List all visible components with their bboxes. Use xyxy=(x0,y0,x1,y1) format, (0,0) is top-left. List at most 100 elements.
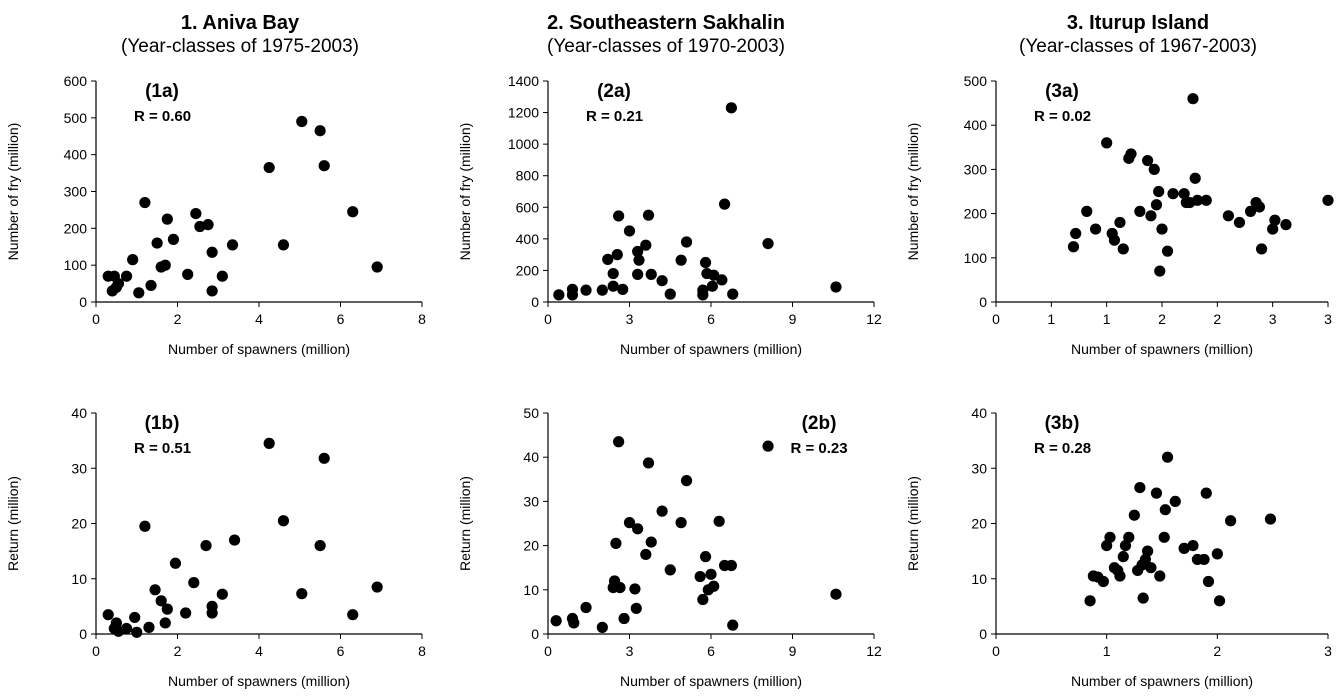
x-tick-label: 2 xyxy=(174,643,182,659)
x-tick-label: 0 xyxy=(544,311,552,327)
data-point xyxy=(656,275,668,287)
x-tick-label: 8 xyxy=(418,643,426,659)
y-tick-label: 40 xyxy=(971,405,987,421)
chart-panel-6: 0 10 20 30 40 0 1 2 3 Number of spawners (million… xyxy=(905,405,1332,689)
panel-label: (1b) xyxy=(145,413,180,434)
data-point xyxy=(139,196,151,209)
data-point xyxy=(642,209,655,221)
x-tick-label: 0 xyxy=(92,311,100,327)
data-point xyxy=(632,268,644,280)
data-point xyxy=(200,540,212,552)
data-point xyxy=(206,600,218,612)
data-point xyxy=(629,583,641,595)
data-point xyxy=(371,581,383,593)
y-tick-label: 40 xyxy=(523,449,539,465)
data-point xyxy=(664,564,676,576)
data-point xyxy=(607,280,619,292)
y-axis-label: Return (million) xyxy=(5,476,21,571)
x-tick-label: 2 xyxy=(1158,311,1166,327)
correlation-label: R = 0.02 xyxy=(1034,108,1091,125)
y-tick-label: 300 xyxy=(64,184,88,200)
data-point xyxy=(613,436,625,448)
data-point xyxy=(1187,93,1199,105)
data-point xyxy=(202,219,214,231)
x-tick-label: 1 xyxy=(1103,643,1111,659)
data-point xyxy=(716,274,728,286)
data-point xyxy=(568,617,580,629)
data-point xyxy=(129,611,141,624)
data-point xyxy=(675,517,687,529)
data-point xyxy=(727,288,739,300)
data-point xyxy=(1256,243,1268,255)
data-point xyxy=(296,588,308,600)
y-tick-label: 0 xyxy=(531,626,539,642)
x-axis-label: Number of spawners (million) xyxy=(1071,341,1253,357)
data-point xyxy=(143,621,155,633)
data-point xyxy=(1264,513,1277,525)
data-point xyxy=(618,612,630,625)
data-point xyxy=(632,523,644,535)
data-point xyxy=(1222,210,1234,222)
data-point xyxy=(1123,531,1135,543)
data-point xyxy=(161,603,173,615)
column-title-1: 1. Aniva Bay (Year-classes of 1975-2003) xyxy=(50,11,430,59)
data-point xyxy=(1169,495,1181,507)
correlation-label: R = 0.60 xyxy=(134,108,191,125)
x-tick-label: 12 xyxy=(866,643,882,659)
x-tick-label: 9 xyxy=(789,643,797,659)
data-point xyxy=(139,520,151,532)
x-axis-label: Number of spawners (million) xyxy=(620,673,802,689)
data-point xyxy=(151,237,163,249)
data-point xyxy=(1153,185,1165,198)
data-point xyxy=(1156,223,1168,235)
data-point xyxy=(216,270,228,282)
data-point xyxy=(1178,188,1190,200)
chart-title: 1. Aniva Bay xyxy=(180,12,300,34)
data-point xyxy=(623,517,636,529)
y-tick-label: 20 xyxy=(971,516,987,532)
y-axis-label: Number of fry (million) xyxy=(457,123,473,261)
data-point xyxy=(155,595,167,607)
data-point xyxy=(1067,241,1080,253)
data-point xyxy=(263,161,275,174)
data-point xyxy=(1198,553,1210,566)
correlation-label: R = 0.21 xyxy=(586,108,643,125)
panel-label: (3a) xyxy=(1045,81,1079,102)
y-tick-label: 0 xyxy=(79,626,87,642)
x-tick-label: 0 xyxy=(992,643,1000,659)
data-point xyxy=(1070,227,1082,240)
chart-panel-5: 0 10 20 30 40 50 0 3 6 9 12 Number of spawners (mil… xyxy=(457,405,882,689)
data-point xyxy=(1108,234,1121,246)
data-point xyxy=(699,551,712,563)
data-point xyxy=(206,285,218,297)
data-point xyxy=(159,259,171,271)
data-point xyxy=(1161,245,1174,257)
x-tick-label: 2 xyxy=(1213,311,1221,327)
data-point xyxy=(630,602,642,614)
data-point xyxy=(127,254,139,266)
data-point xyxy=(182,268,194,280)
y-tick-label: 600 xyxy=(516,199,540,215)
y-tick-label: 0 xyxy=(979,626,987,642)
data-point xyxy=(1148,163,1160,175)
data-point xyxy=(1137,592,1149,604)
y-tick-label: 30 xyxy=(71,460,87,476)
x-tick-label: 3 xyxy=(626,311,634,327)
data-point xyxy=(1158,531,1170,543)
data-point xyxy=(1191,194,1204,206)
y-axis-label: Number of fry (million) xyxy=(5,123,21,261)
y-axis-label: Return (million) xyxy=(457,476,473,571)
data-point xyxy=(149,584,161,596)
data-point xyxy=(697,284,709,296)
x-tick-label: 8 xyxy=(418,311,426,327)
data-point xyxy=(347,206,359,218)
x-tick-label: 6 xyxy=(337,643,345,659)
x-axis-label: Number of spawners (million) xyxy=(620,341,802,357)
data-point xyxy=(613,210,625,222)
data-point xyxy=(694,570,706,583)
data-point xyxy=(1125,148,1137,160)
x-tick-label: 1 xyxy=(1103,311,1111,327)
data-point xyxy=(725,102,737,114)
chart-title: 2. Southeastern Sakhalin xyxy=(547,12,785,34)
